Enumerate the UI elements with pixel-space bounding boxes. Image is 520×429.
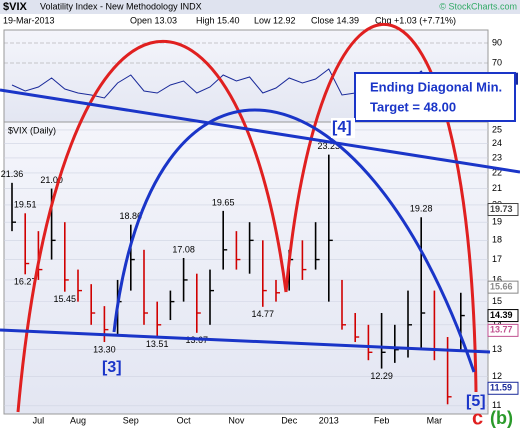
high-label: 18.86	[120, 211, 143, 221]
y-tick-label: 21	[492, 183, 502, 193]
symbol: $VIX	[3, 1, 28, 13]
high-label: 21.00	[40, 175, 63, 185]
y-tick-label: 22	[492, 167, 502, 177]
callout-line: Ending Diagonal Min.	[370, 79, 502, 94]
high-label: 17.08	[172, 244, 195, 254]
open: Open 13.03	[130, 15, 177, 25]
name: Volatility Index - New Methodology INDX	[40, 1, 202, 11]
value-box	[487, 323, 519, 337]
low-label: 15.45	[54, 294, 77, 304]
wave-label: [5]	[466, 393, 486, 410]
high-label: 19.28	[410, 204, 433, 214]
panel-label: $VIX (Daily)	[8, 125, 56, 135]
credit: © StockCharts.com	[439, 1, 517, 11]
wave-box	[331, 118, 355, 138]
wave-label: [4]	[332, 119, 352, 136]
high-label: 19.51	[14, 200, 37, 210]
y-tick-label: 25	[492, 124, 502, 134]
wave-label: c	[472, 407, 483, 429]
callout-line: Target = 48.00	[370, 99, 456, 114]
low-label: 13.51	[146, 339, 169, 349]
wave-label: [3]	[102, 359, 122, 376]
x-tick-label: Feb	[374, 415, 390, 425]
y-tick-label: 17	[492, 254, 502, 264]
x-tick-label: Nov	[228, 415, 245, 425]
high-label: 19.65	[212, 197, 235, 207]
x-tick-label: Jul	[33, 415, 45, 425]
value-box	[487, 309, 519, 323]
x-tick-label: Dec	[281, 415, 298, 425]
value-box	[487, 280, 519, 294]
y-tick-label: 90	[492, 37, 502, 47]
x-tick-label: Sep	[123, 415, 139, 425]
value-box	[487, 381, 519, 395]
y-tick-label: 19	[492, 217, 502, 227]
wave-arcs	[0, 22, 520, 413]
y-tick-label: 18	[492, 235, 502, 245]
wave-label: (b)	[490, 408, 513, 428]
low: Low 12.92	[254, 15, 296, 25]
main-panel	[3, 121, 489, 415]
y-tick-label: 12	[492, 371, 502, 381]
y-tick-label: 13	[492, 344, 502, 354]
y-tick-label: 16	[492, 274, 502, 284]
title-bar	[0, 0, 520, 14]
value-label: 11.59	[490, 383, 512, 393]
y-tick-label: 23	[492, 152, 502, 162]
y-tick-label: 70	[492, 57, 502, 67]
x-tick-label: Oct	[177, 415, 192, 425]
y-tick-label: 11	[492, 400, 501, 410]
value-label: 15.66	[490, 282, 513, 292]
low-label: 12.29	[370, 371, 393, 381]
close: Close 14.39	[311, 15, 359, 25]
change: Chg +1.03 (+7.71%)	[375, 15, 456, 25]
y-tick-label: 15	[492, 296, 502, 306]
value-label: 13.77	[490, 325, 513, 335]
value-box	[487, 203, 519, 217]
low-label: 16.27	[14, 277, 37, 287]
high-label: 21.36	[1, 169, 24, 179]
y-tick-label: 24	[492, 138, 502, 148]
x-tick-label: 2013	[319, 415, 339, 425]
value-label: 14.39	[490, 310, 513, 320]
x-tick-label: Aug	[70, 415, 86, 425]
high: High 15.40	[196, 15, 240, 25]
date: 19-Mar-2013	[3, 15, 55, 25]
high-label: 23.23	[318, 141, 341, 151]
callout-box	[354, 72, 516, 122]
low-label: 13.30	[93, 344, 116, 354]
value-label: 19.73	[490, 204, 513, 214]
low-label: 14.77	[252, 309, 275, 319]
x-tick-label: Mar	[427, 415, 443, 425]
